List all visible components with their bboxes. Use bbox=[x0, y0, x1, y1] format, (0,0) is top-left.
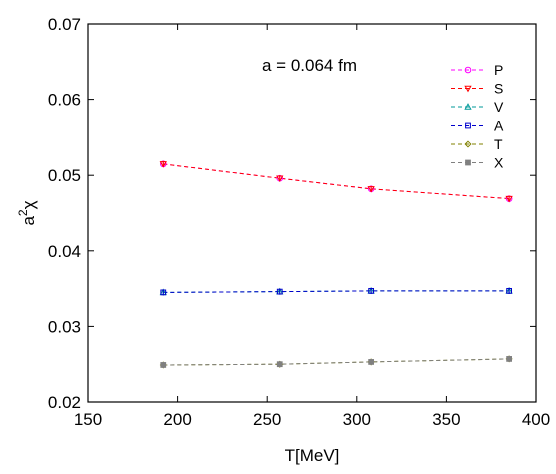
x-tick-label: 350 bbox=[432, 410, 460, 429]
legend-label-v: V bbox=[494, 99, 504, 115]
legend-marker-p bbox=[464, 66, 472, 74]
x-tick-label: 150 bbox=[74, 410, 102, 429]
x-tick-label: 200 bbox=[163, 410, 191, 429]
series-line-x bbox=[163, 358, 510, 366]
y-tick-label: 0.06 bbox=[48, 91, 81, 110]
x-tick-label: 250 bbox=[253, 410, 281, 429]
legend-label-a: A bbox=[494, 118, 504, 134]
plot-frame bbox=[87, 23, 537, 403]
series-line-s bbox=[163, 163, 510, 200]
x-tick-label: 300 bbox=[343, 410, 371, 429]
series-line-p bbox=[163, 163, 510, 200]
y-tick-label: 0.02 bbox=[48, 393, 81, 412]
legend-marker-x bbox=[465, 159, 471, 166]
y-axis-label: a2χ bbox=[16, 200, 38, 225]
legend-label-x: X bbox=[494, 155, 504, 171]
x-tick-label: 400 bbox=[522, 410, 550, 429]
legend-marker-t bbox=[464, 140, 472, 148]
y-tick-label: 0.04 bbox=[48, 242, 81, 261]
legend-label-t: T bbox=[494, 136, 503, 152]
y-tick-label: 0.07 bbox=[48, 15, 81, 34]
y-tick-label: 0.05 bbox=[48, 166, 81, 185]
data-point-s bbox=[505, 195, 513, 203]
legend-marker-s bbox=[464, 85, 472, 93]
data-point-x bbox=[368, 359, 375, 365]
data-point-s bbox=[159, 161, 167, 168]
data-point-x bbox=[506, 356, 512, 362]
data-point-x bbox=[276, 361, 283, 368]
series-lines bbox=[163, 163, 510, 366]
data-point-s bbox=[367, 186, 375, 193]
series-line-t bbox=[163, 358, 510, 366]
data-point-a bbox=[368, 287, 375, 294]
y-axis-label-base: a bbox=[19, 216, 38, 226]
data-point-a bbox=[506, 287, 512, 294]
legend-marker-v bbox=[464, 103, 472, 110]
y-tick-label: 0.03 bbox=[48, 317, 81, 336]
axis-ticks: 150 200 250 300 350 400 0.02 0.03 0.04 0.05 0.06 0.… bbox=[48, 15, 550, 429]
data-point-a bbox=[276, 288, 283, 295]
series-line-a bbox=[163, 290, 510, 293]
legend-label-p: P bbox=[494, 62, 503, 78]
legend-label-s: S bbox=[494, 81, 503, 97]
data-point-a bbox=[160, 289, 167, 296]
x-axis-label: T[MeV] bbox=[285, 446, 340, 465]
data-point-s bbox=[276, 175, 284, 183]
legend-marker-a bbox=[465, 122, 471, 129]
series-points bbox=[159, 160, 513, 369]
y-axis-label-sup: 2 bbox=[16, 209, 30, 216]
data-point-x bbox=[160, 362, 167, 368]
annotation: a = 0.064 fm bbox=[262, 56, 357, 75]
y-axis-label-tail: χ bbox=[19, 200, 38, 209]
